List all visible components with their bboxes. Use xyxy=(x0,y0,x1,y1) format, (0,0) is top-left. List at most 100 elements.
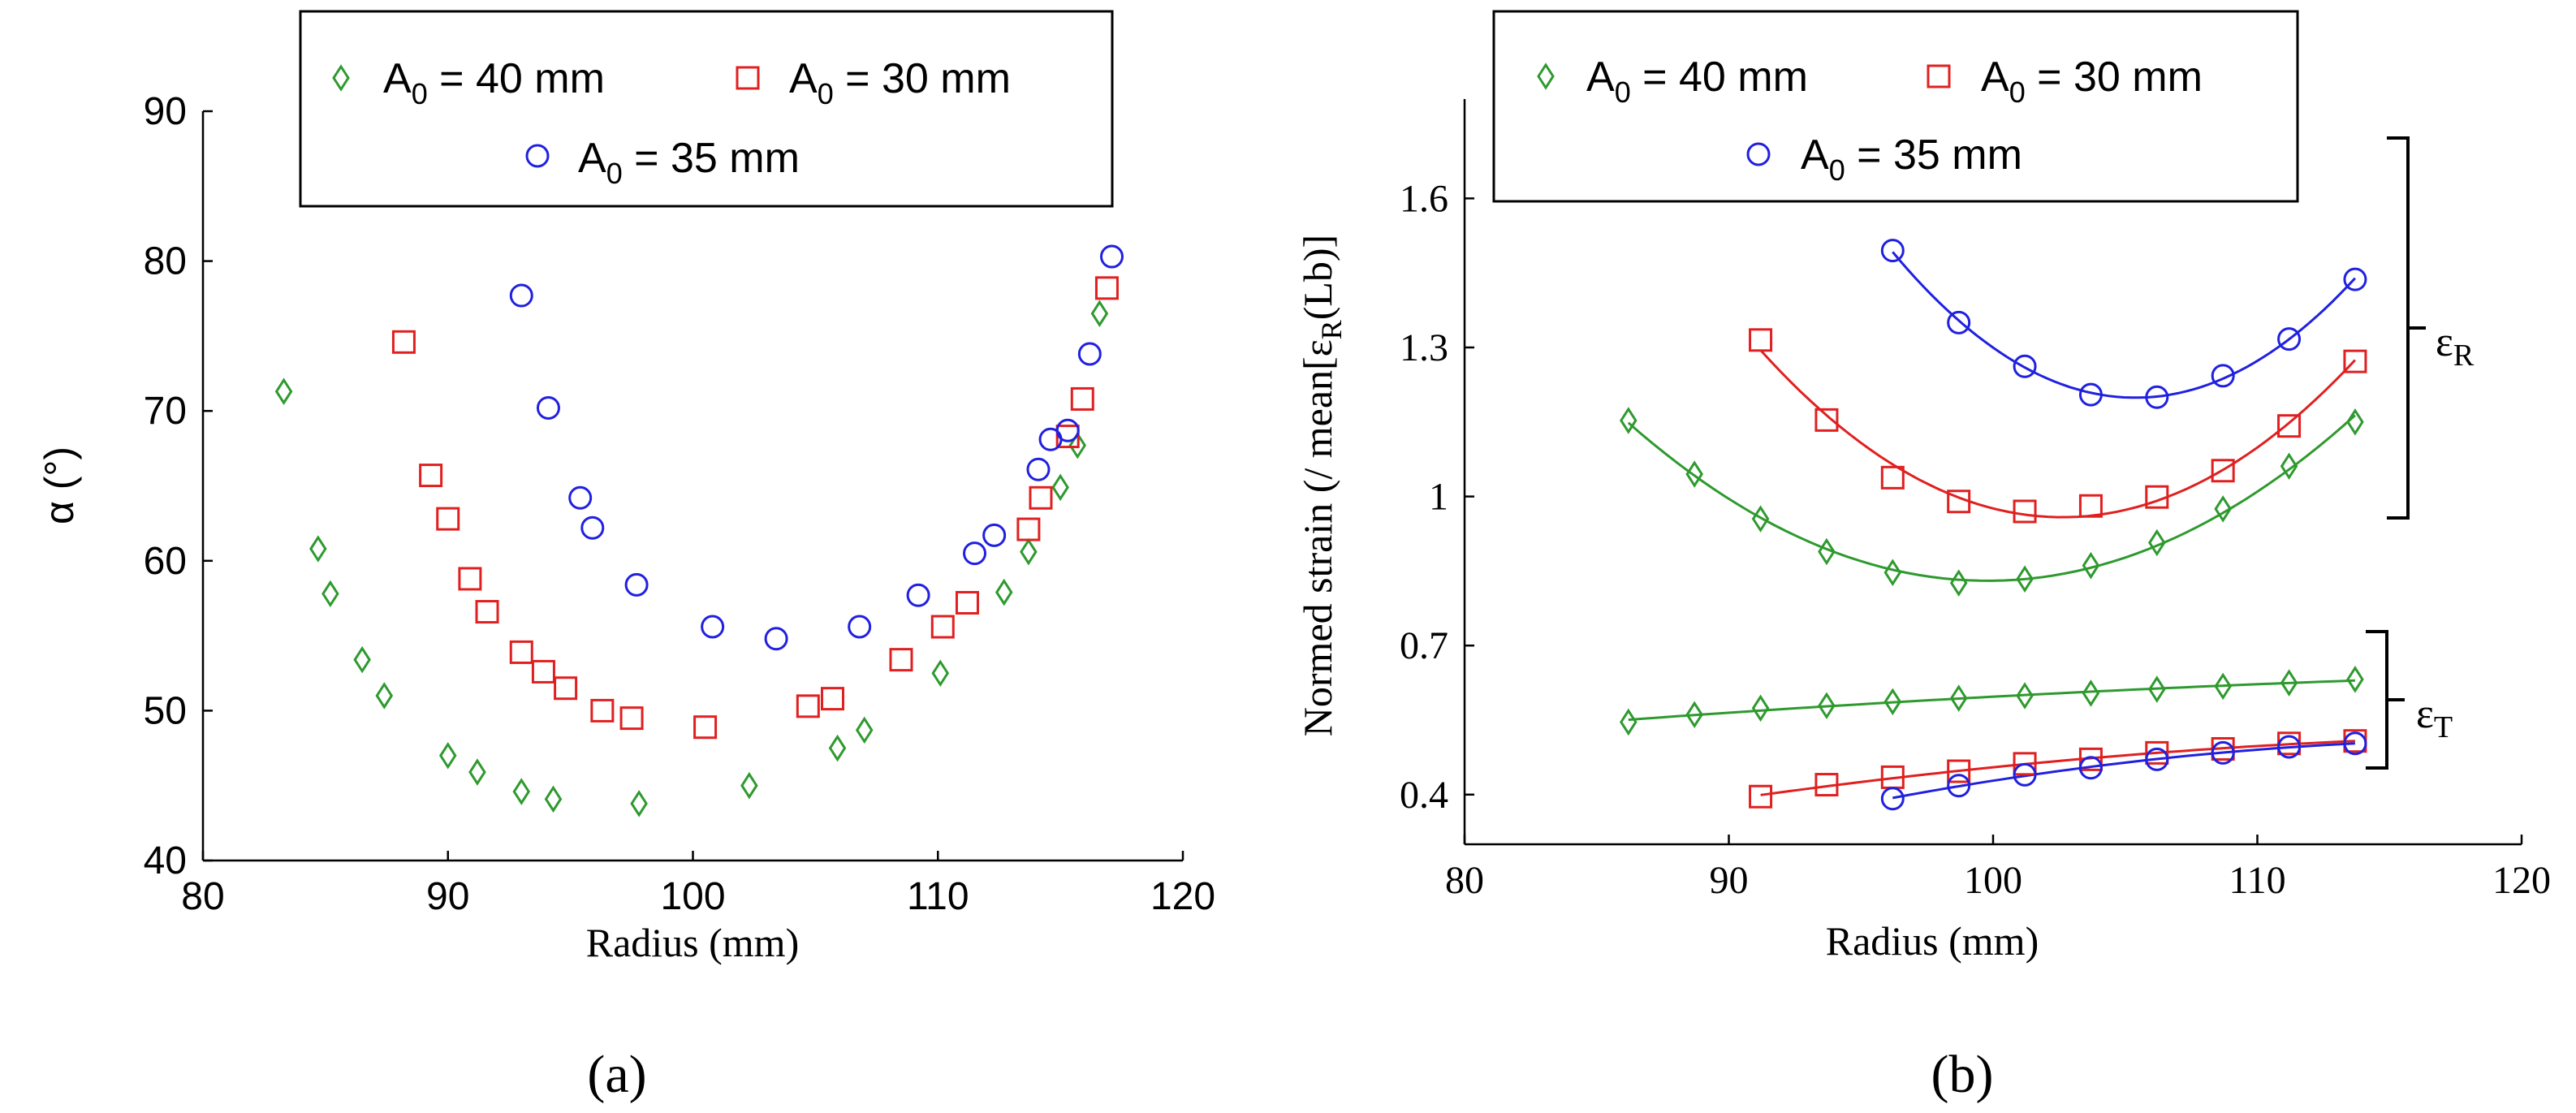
data-point xyxy=(1079,343,1100,365)
data-point xyxy=(984,524,1005,546)
panel-a-y-label: α (°) xyxy=(37,446,82,524)
data-point xyxy=(857,718,872,741)
panel-a-points xyxy=(277,246,1123,815)
data-point xyxy=(1057,420,1078,441)
x-tick-label: 100 xyxy=(1964,859,2022,902)
data-point xyxy=(470,761,485,783)
data-point xyxy=(514,780,529,803)
data-point xyxy=(891,649,912,671)
bracket-eR xyxy=(2387,138,2426,518)
data-point xyxy=(1750,786,1771,807)
data-point xyxy=(1882,240,1903,261)
y-tick-label: 90 xyxy=(144,90,187,133)
y-tick-label: 70 xyxy=(144,390,187,433)
y-tick-label: 80 xyxy=(144,240,187,283)
panel-b-legend: A0 = 40 mm A0 = 30 mm A0 = 35 mm xyxy=(1494,11,2298,201)
data-point xyxy=(1030,487,1051,508)
data-point xyxy=(1948,312,1970,333)
panel-b-chart: 80 90 100 110 120 0.4 0.7 1 1.3 1.6 Radius (mm) N… xyxy=(1295,99,2551,1104)
fit-line xyxy=(1761,350,2355,517)
data-point xyxy=(1952,572,1966,594)
panel-b-lines xyxy=(1629,252,2355,798)
panel-b-x-label: Radius (mm) xyxy=(1826,918,2039,964)
data-point xyxy=(797,696,818,717)
x-tick-label: 80 xyxy=(181,875,224,918)
y-tick-label: 40 xyxy=(144,839,187,882)
data-point xyxy=(1072,388,1093,409)
data-point xyxy=(1816,409,1837,430)
data-point xyxy=(355,649,369,671)
data-point xyxy=(393,331,414,352)
data-point xyxy=(742,774,757,797)
data-point xyxy=(997,581,1012,604)
data-point xyxy=(1021,541,1036,563)
panel-b-label: (b) xyxy=(1931,1045,1994,1104)
panel-a-legend: A0 = 40 mm A0 = 30 mm A0 = 35 mm xyxy=(300,11,1112,206)
data-point xyxy=(632,792,646,815)
x-tick-label: 80 xyxy=(1445,859,1484,902)
data-point xyxy=(555,678,576,699)
y-tick-label: 0.4 xyxy=(1400,774,1448,817)
data-point xyxy=(277,380,291,403)
data-point xyxy=(582,517,603,538)
data-point xyxy=(441,744,455,767)
data-point xyxy=(2014,501,2035,522)
data-point xyxy=(933,662,947,684)
data-point xyxy=(1053,476,1068,498)
data-point xyxy=(1882,788,1903,809)
data-point xyxy=(626,574,647,595)
y-tick-label: 50 xyxy=(144,689,187,732)
panel-a-ticks: 80 90 100 110 120 40 50 60 70 80 90 xyxy=(144,90,1215,918)
data-point xyxy=(1096,278,1117,299)
data-point xyxy=(377,684,391,707)
data-point xyxy=(2279,416,2300,437)
data-point xyxy=(1885,561,1900,584)
data-point xyxy=(460,568,481,589)
data-point xyxy=(1018,519,1039,540)
panel-a-label: (a) xyxy=(587,1045,646,1104)
data-point xyxy=(766,628,787,649)
data-point xyxy=(592,700,613,721)
panel-b-y-label: Normed strain (/ mean[εR(Lb)] xyxy=(1295,235,1348,736)
x-tick-label: 110 xyxy=(907,875,969,918)
data-point xyxy=(2080,495,2101,516)
panel-b-points xyxy=(1621,240,2366,809)
y-tick-label: 1.6 xyxy=(1400,177,1448,220)
x-tick-label: 110 xyxy=(2229,859,2285,902)
bracket-eR-label: εR xyxy=(2436,319,2475,373)
x-tick-label: 120 xyxy=(1150,875,1215,918)
data-point xyxy=(849,616,870,637)
data-point xyxy=(2083,682,2098,705)
data-point xyxy=(1028,459,1049,480)
data-point xyxy=(621,708,642,729)
data-point xyxy=(964,543,986,564)
data-point xyxy=(932,616,953,637)
fit-line xyxy=(1892,252,2355,397)
data-point xyxy=(511,641,532,662)
data-point xyxy=(695,717,716,738)
data-point xyxy=(822,688,843,710)
data-point xyxy=(546,787,561,810)
x-tick-label: 90 xyxy=(1710,859,1749,902)
data-point xyxy=(533,661,554,682)
y-tick-label: 1.3 xyxy=(1400,326,1448,369)
y-tick-label: 1 xyxy=(1429,476,1448,519)
y-tick-label: 60 xyxy=(144,540,187,583)
data-point xyxy=(956,592,977,613)
figure: 80 90 100 110 120 40 50 60 70 80 90 Radius (mm) α … xyxy=(0,0,2576,1113)
data-point xyxy=(1750,330,1771,351)
x-tick-label: 100 xyxy=(660,875,725,918)
data-point xyxy=(323,582,338,605)
panel-a-chart: 80 90 100 110 120 40 50 60 70 80 90 Radius (mm) α … xyxy=(37,90,1215,1104)
x-tick-label: 120 xyxy=(2492,859,2551,902)
data-point xyxy=(421,465,442,486)
data-point xyxy=(438,508,459,529)
data-point xyxy=(1754,697,1768,719)
x-tick-label: 90 xyxy=(426,875,469,918)
data-point xyxy=(1101,246,1122,267)
panel-a-x-label: Radius (mm) xyxy=(586,920,799,965)
data-point xyxy=(570,487,591,508)
data-point xyxy=(2348,668,2362,691)
data-point xyxy=(511,285,532,306)
panel-b-ticks: 80 90 100 110 120 0.4 0.7 1 1.3 1.6 xyxy=(1400,177,2551,902)
